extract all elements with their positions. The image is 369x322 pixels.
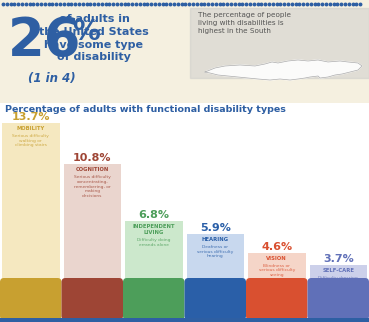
Text: of adults in
the United States
have some type
of disability: of adults in the United States have some… — [39, 14, 149, 62]
Text: Deafness or
serious difficulty
hearing: Deafness or serious difficulty hearing — [197, 245, 234, 258]
Text: Difficulty doing
errands alone: Difficulty doing errands alone — [137, 238, 170, 247]
Bar — [0, 103, 369, 322]
Text: Serious difficulty
concentrating,
remembering, or
making
decisions: Serious difficulty concentrating, rememb… — [74, 175, 111, 198]
Text: Blindness or
serious difficulty
seeing: Blindness or serious difficulty seeing — [259, 264, 295, 277]
FancyBboxPatch shape — [0, 278, 62, 320]
FancyBboxPatch shape — [123, 278, 184, 320]
Text: Serious difficulty
walking or
climbing stairs: Serious difficulty walking or climbing s… — [12, 134, 49, 147]
FancyBboxPatch shape — [184, 278, 246, 320]
Text: Difficulty dressing
or bathing: Difficulty dressing or bathing — [318, 276, 358, 285]
Bar — [186, 234, 244, 318]
Bar — [248, 253, 306, 318]
Text: HEARING: HEARING — [202, 237, 229, 242]
Text: MOBILITY: MOBILITY — [17, 126, 45, 131]
Bar — [0, 318, 369, 322]
Text: 6.8%: 6.8% — [138, 210, 169, 220]
Bar — [0, 0, 369, 103]
Text: 13.7%: 13.7% — [11, 112, 50, 122]
Text: %: % — [72, 18, 100, 46]
FancyBboxPatch shape — [246, 278, 307, 320]
Bar — [2, 123, 59, 318]
FancyBboxPatch shape — [62, 278, 123, 320]
Text: (1 in 4): (1 in 4) — [28, 72, 76, 85]
FancyBboxPatch shape — [307, 278, 369, 320]
Polygon shape — [190, 8, 369, 78]
Text: 5.9%: 5.9% — [200, 223, 231, 233]
Text: Percentage of adults with functional disability types: Percentage of adults with functional dis… — [5, 105, 286, 114]
Bar — [310, 265, 367, 318]
Text: COGNITION: COGNITION — [76, 167, 109, 173]
Text: SELF-CARE: SELF-CARE — [322, 269, 354, 273]
Text: The percentage of people
living with disabilities is
highest in the South: The percentage of people living with dis… — [198, 12, 291, 34]
Bar — [125, 221, 183, 318]
Text: INDEPENDENT
LIVING: INDEPENDENT LIVING — [132, 224, 175, 235]
Bar — [63, 165, 121, 318]
Text: 3.7%: 3.7% — [323, 254, 354, 264]
Polygon shape — [205, 60, 362, 80]
Text: 10.8%: 10.8% — [73, 154, 111, 164]
Text: 4.6%: 4.6% — [261, 242, 292, 251]
Text: VISION: VISION — [266, 256, 287, 260]
Text: 26: 26 — [8, 15, 82, 67]
